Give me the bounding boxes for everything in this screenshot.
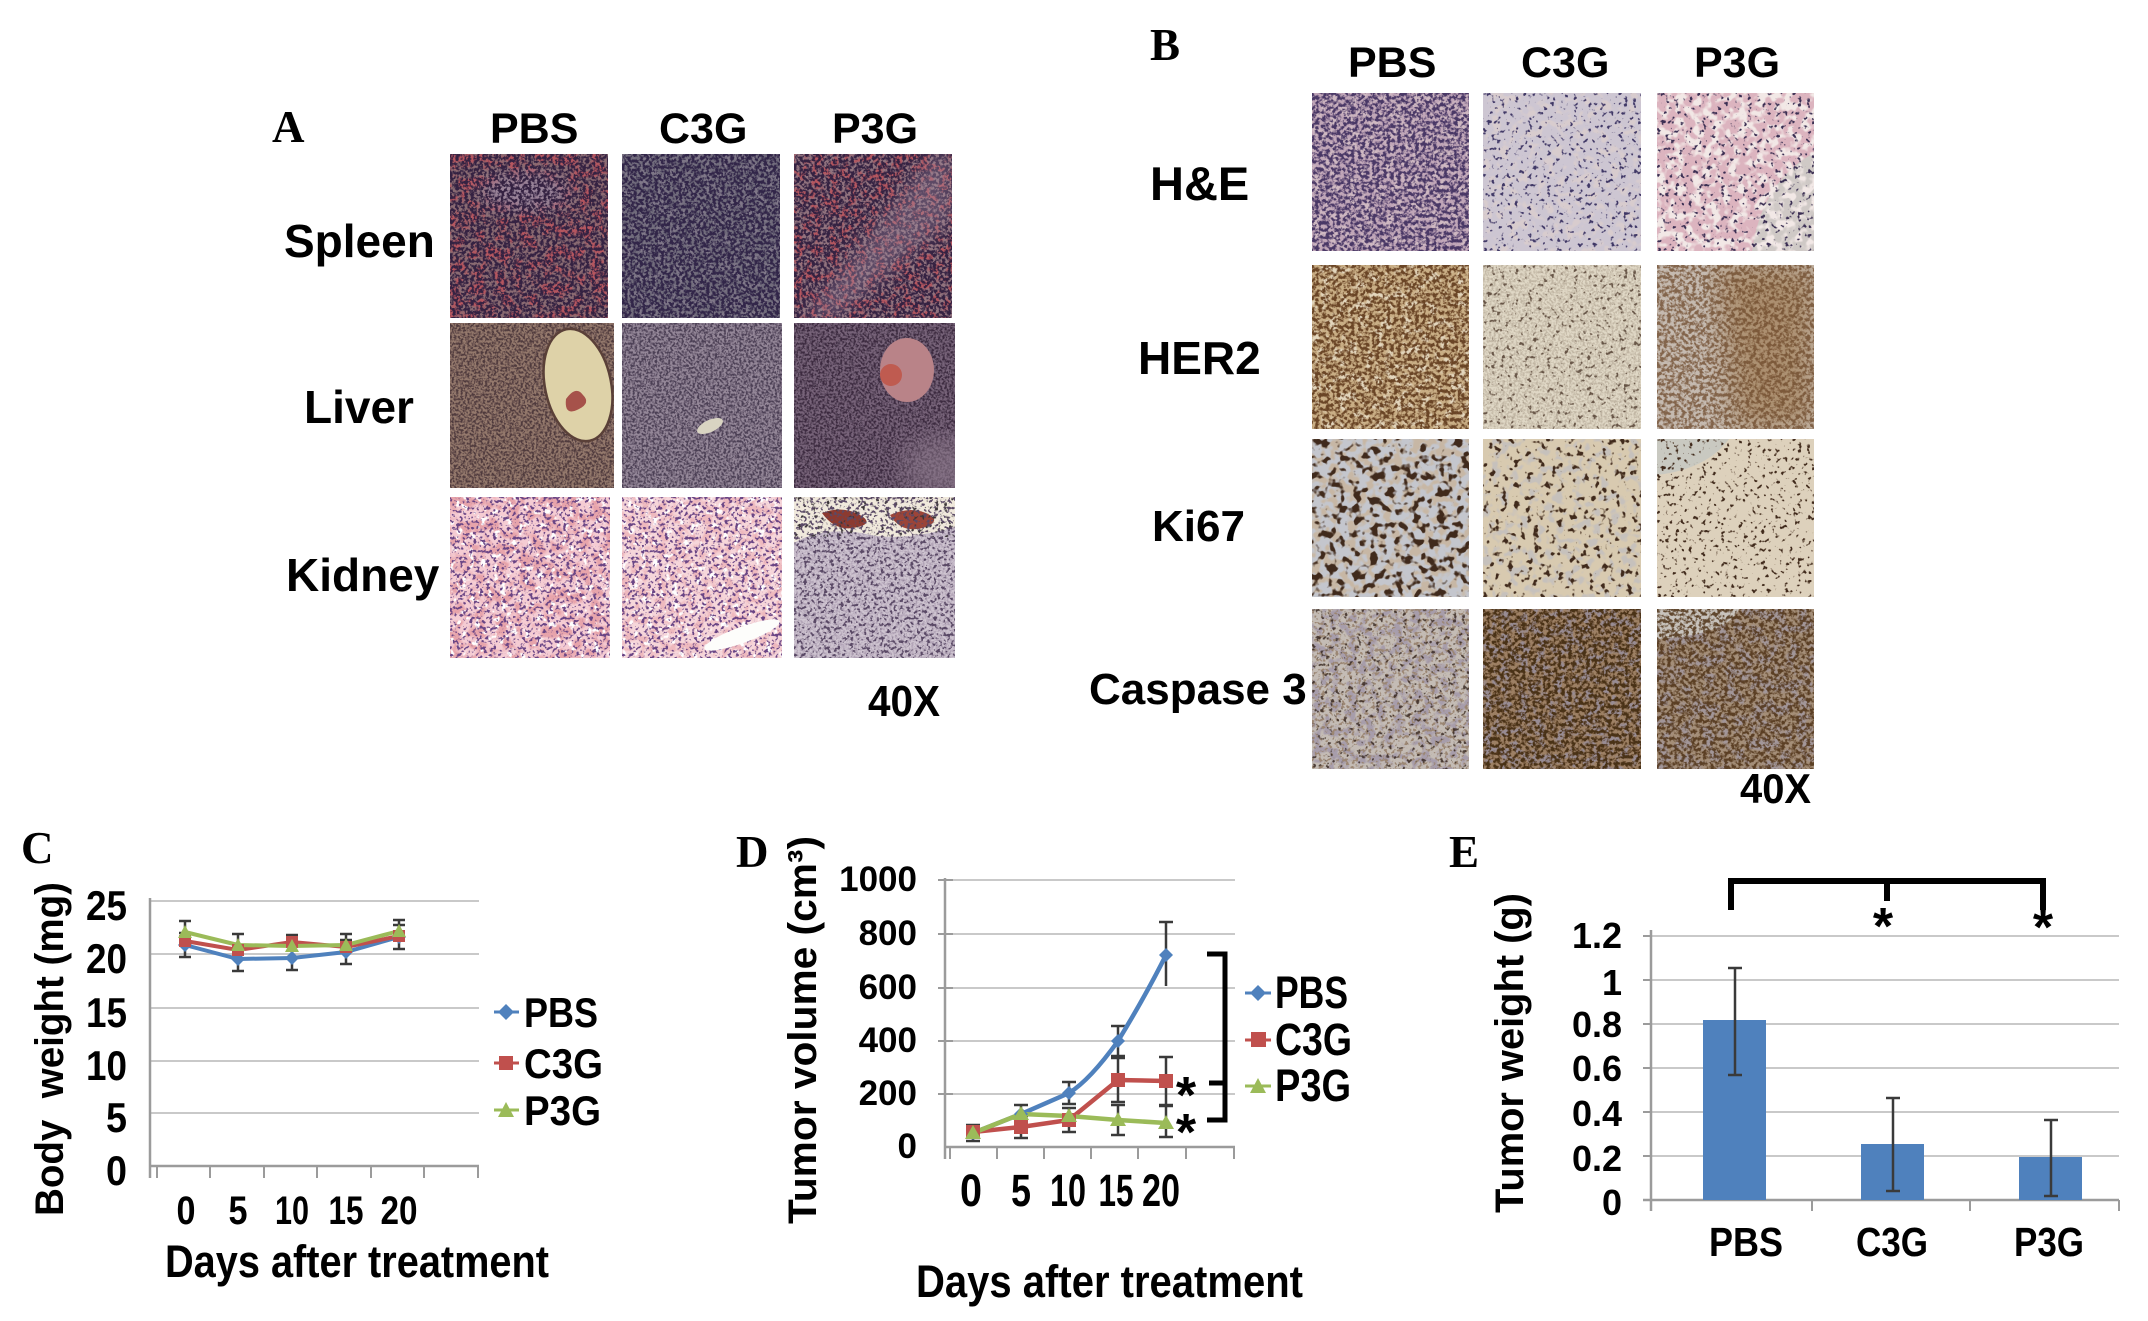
svg-text:0.4: 0.4 <box>1572 1093 1622 1134</box>
svg-text:20: 20 <box>1142 1165 1180 1216</box>
svg-text:20: 20 <box>381 1189 418 1233</box>
svg-text:400: 400 <box>859 1021 917 1060</box>
svg-text:P3G: P3G <box>1275 1060 1351 1111</box>
svg-text:C3G: C3G <box>1275 1014 1352 1065</box>
svg-text:Tumor weight (g): Tumor weight (g) <box>1488 893 1532 1213</box>
svg-text:0.2: 0.2 <box>1572 1138 1622 1179</box>
svg-text:10: 10 <box>1050 1165 1086 1216</box>
svg-text:200: 200 <box>859 1074 917 1113</box>
svg-text:C3G: C3G <box>524 1040 603 1087</box>
svg-text:600: 600 <box>859 968 917 1007</box>
svg-text:0: 0 <box>1602 1182 1622 1223</box>
svg-text:0.8: 0.8 <box>1572 1004 1622 1045</box>
svg-text:*: * <box>2033 899 2054 957</box>
svg-text:1: 1 <box>1602 962 1622 1003</box>
svg-text:PBS: PBS <box>524 989 598 1036</box>
svg-text:1000: 1000 <box>839 860 917 899</box>
svg-text:15: 15 <box>86 989 127 1036</box>
svg-text:5: 5 <box>1011 1165 1031 1216</box>
svg-text:0: 0 <box>106 1147 127 1194</box>
svg-text:*: * <box>1176 1067 1197 1125</box>
svg-text:800: 800 <box>859 914 917 953</box>
svg-text:5: 5 <box>229 1189 248 1233</box>
svg-text:0: 0 <box>960 1165 982 1216</box>
svg-text:15: 15 <box>329 1189 364 1233</box>
svg-text:Days after treatment: Days after treatment <box>165 1236 549 1287</box>
svg-text:Tumor volume (cm³): Tumor volume (cm³) <box>781 836 825 1224</box>
svg-text:0: 0 <box>898 1127 917 1166</box>
svg-text:PBS: PBS <box>1275 967 1348 1018</box>
svg-text:25: 25 <box>86 882 127 929</box>
svg-text:1.2: 1.2 <box>1572 915 1622 956</box>
svg-text:C3G: C3G <box>1856 1219 1928 1265</box>
svg-text:10: 10 <box>275 1189 309 1233</box>
svg-text:0.6: 0.6 <box>1572 1048 1622 1089</box>
svg-text:Body weight (mg): Body weight (mg) <box>28 882 72 1216</box>
svg-text:Days after treatment: Days after treatment <box>916 1256 1303 1307</box>
svg-text:0: 0 <box>177 1189 196 1233</box>
svg-text:*: * <box>1873 898 1894 956</box>
svg-text:10: 10 <box>86 1042 127 1089</box>
svg-text:PBS: PBS <box>1709 1219 1783 1265</box>
svg-text:20: 20 <box>86 935 127 982</box>
svg-text:P3G: P3G <box>524 1087 601 1134</box>
svg-text:P3G: P3G <box>2014 1219 2084 1265</box>
svg-text:*: * <box>1176 1104 1197 1162</box>
svg-text:5: 5 <box>106 1094 127 1141</box>
svg-text:15: 15 <box>1099 1165 1134 1216</box>
